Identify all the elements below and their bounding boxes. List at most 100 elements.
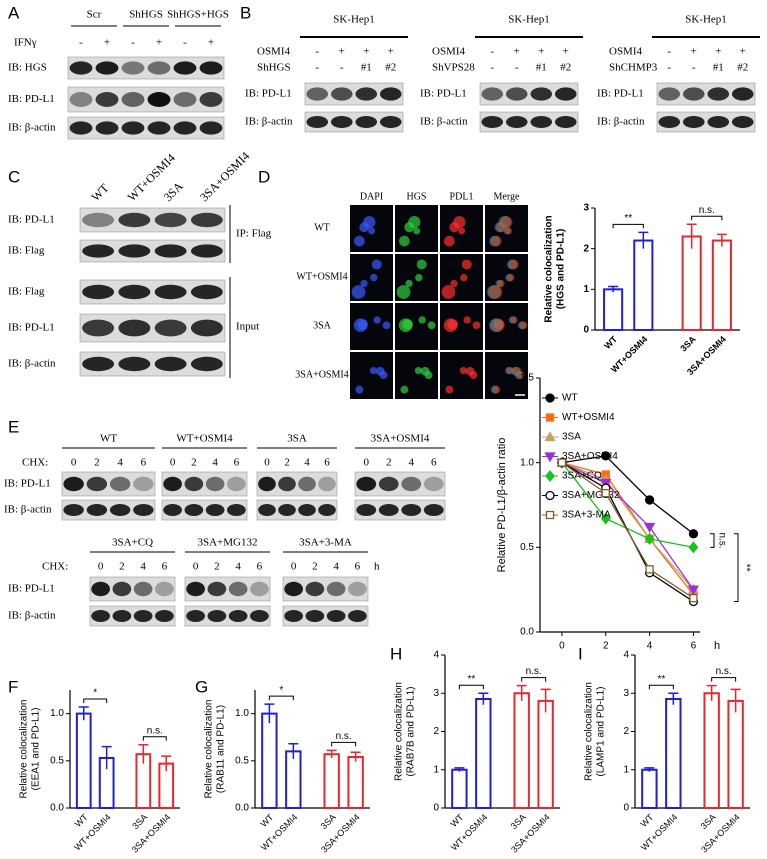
cell-signal <box>424 371 433 380</box>
blot-band <box>707 116 730 128</box>
legend-marker <box>545 510 555 520</box>
blot <box>256 499 338 521</box>
panel-letter: I <box>578 644 583 663</box>
cell-signal <box>373 316 381 324</box>
error-bar <box>478 692 489 705</box>
y-axis-label: Relative colocalization <box>584 682 595 781</box>
blot-label: IB: PD-L1 <box>8 322 55 334</box>
error-bar <box>608 285 619 293</box>
y-axis-label: (EEA1 and PD-L1) <box>31 708 42 791</box>
cell-signal <box>427 321 436 330</box>
error-bar <box>138 744 149 764</box>
time-label: 4 <box>212 457 218 469</box>
group-label: ShHGS+HGS <box>167 9 229 21</box>
panel-letter: G <box>195 677 208 696</box>
blot-band <box>378 476 399 492</box>
significance-bracket <box>612 223 644 229</box>
group-label: WT <box>100 433 117 445</box>
blot-band <box>227 476 246 492</box>
blot-label: IB: PD-L1 <box>4 478 51 490</box>
blot-band <box>190 284 223 300</box>
y-tick-label: 1.5 <box>520 373 534 384</box>
y-tick-label: 4 <box>623 650 629 661</box>
group-bracket-label: IP: Flag <box>236 228 272 240</box>
group-label: Scr <box>87 9 102 21</box>
blot-label: IB: β-actin <box>597 116 645 128</box>
blot-label: IB: PD-L1 <box>420 88 467 100</box>
error-bar <box>288 743 299 759</box>
blot-band <box>155 610 174 622</box>
blot-band <box>109 504 131 516</box>
cell-signal <box>368 227 376 235</box>
sign: - <box>131 37 135 49</box>
blot-band <box>682 116 705 128</box>
cell-signal <box>496 222 507 233</box>
blot-band <box>184 476 204 492</box>
blot-band <box>147 61 171 75</box>
cell-signal <box>505 273 513 282</box>
blot-label: IB: PD-L1 <box>8 93 55 105</box>
blot-band <box>82 284 115 300</box>
blot-band <box>228 610 248 622</box>
chx-label: CHX: <box>22 457 48 469</box>
blot-band <box>205 476 225 492</box>
blot-band <box>95 121 119 135</box>
y-tick-label: 0.5 <box>520 542 534 553</box>
cell-signal <box>496 279 504 288</box>
blot-band <box>401 476 422 492</box>
error-bar <box>540 688 551 713</box>
blot-band <box>530 116 553 128</box>
sign: + <box>563 46 569 58</box>
significance-bracket <box>710 533 715 548</box>
blot-band <box>423 476 444 492</box>
cell-signal <box>458 227 466 235</box>
blot-band <box>173 92 197 107</box>
y-tick-label: 0 <box>623 803 629 814</box>
cell-signal <box>486 285 501 299</box>
cell-signal <box>353 235 365 247</box>
sign: + <box>740 46 746 58</box>
y-tick-label: 1 <box>433 764 439 775</box>
cell-signal <box>450 279 458 288</box>
blot-band <box>355 116 378 128</box>
blot-band <box>306 116 329 128</box>
significance-label: n.s. <box>336 731 352 742</box>
cell-signal <box>447 319 458 330</box>
blot-band <box>63 476 84 492</box>
blot-band <box>91 610 110 622</box>
blot-band <box>731 116 754 128</box>
blot-band <box>731 87 754 101</box>
condition-label: WT <box>314 222 330 233</box>
series-line <box>561 462 694 591</box>
cell-signal <box>398 235 410 247</box>
blot-band <box>318 504 336 516</box>
blot-band <box>481 116 504 128</box>
channel-label: PDL1 <box>450 191 474 202</box>
blot-band <box>682 87 705 101</box>
cell-signal <box>369 366 378 375</box>
blot-band <box>133 504 154 516</box>
blot-band <box>63 504 84 516</box>
cell-signal <box>503 227 511 235</box>
y-tick-label: 0.0 <box>235 803 249 814</box>
error-bar <box>716 233 727 247</box>
blot <box>67 86 225 113</box>
time-label: 6 <box>324 457 330 469</box>
error-bar <box>101 745 112 770</box>
series-line <box>561 462 694 599</box>
group-bracket-label: Input <box>236 321 259 333</box>
y-tick-label: 1 <box>623 764 629 775</box>
blot-band <box>118 356 151 372</box>
blot-band <box>379 116 402 128</box>
bar <box>603 288 624 332</box>
sign: - <box>515 62 519 74</box>
significance-label: n.s. <box>716 666 732 677</box>
time-label: 2 <box>386 457 392 469</box>
y-axis-label: Relative colocalization <box>544 215 555 322</box>
cell-signal <box>469 371 478 380</box>
bar <box>451 768 468 809</box>
blot-label: IB: Flag <box>8 245 45 257</box>
time-label: 0 <box>264 457 270 469</box>
sign: #1 <box>536 62 547 74</box>
cell-signal <box>518 321 527 330</box>
